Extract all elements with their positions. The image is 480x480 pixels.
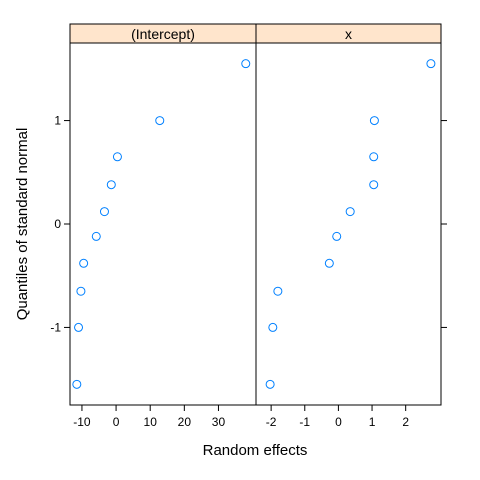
y-tick-label: 0 [54, 217, 61, 231]
data-point [112, 152, 122, 162]
data-point [99, 207, 109, 217]
x-tick-label: 10 [144, 415, 158, 429]
x-tick-label: 2 [402, 415, 409, 429]
x-tick-label: 20 [178, 415, 192, 429]
x-axis-title: Random effects [203, 442, 308, 459]
data-point [155, 116, 165, 126]
y-tick-label: -1 [50, 320, 61, 334]
data-point [345, 207, 355, 217]
strip-label: x [345, 26, 352, 42]
x-tick-label: 30 [212, 415, 226, 429]
data-point [369, 180, 379, 190]
x-tick-label: 0 [335, 415, 342, 429]
x-tick-label: 0 [113, 415, 120, 429]
data-point [106, 180, 116, 190]
data-point [324, 258, 334, 268]
data-point [268, 322, 278, 332]
data-point [79, 258, 89, 268]
x-tick-label: -10 [73, 415, 91, 429]
data-point [369, 116, 379, 126]
y-axis-title: Quantiles of standard normal [14, 128, 31, 321]
data-point [273, 286, 283, 296]
x-tick-label: -1 [299, 415, 310, 429]
data-point [72, 379, 82, 389]
data-point [332, 231, 342, 241]
data-point [426, 59, 436, 69]
data-point [241, 59, 251, 69]
panel-frame [69, 42, 257, 406]
data-point [76, 286, 86, 296]
data-point [74, 322, 84, 332]
panel-1: x -2 -1 0 1 2 [255, 23, 447, 429]
data-point [265, 379, 275, 389]
strip-label: (Intercept) [131, 26, 195, 42]
y-tick-label: 1 [54, 114, 61, 128]
x-tick-label: -2 [266, 415, 277, 429]
data-point [91, 231, 101, 241]
x-tick-label: 1 [369, 415, 376, 429]
panel-frame [255, 42, 442, 406]
panel-0: (Intercept)-10 0 10 20 30-101 [50, 23, 257, 429]
data-point [369, 152, 379, 162]
